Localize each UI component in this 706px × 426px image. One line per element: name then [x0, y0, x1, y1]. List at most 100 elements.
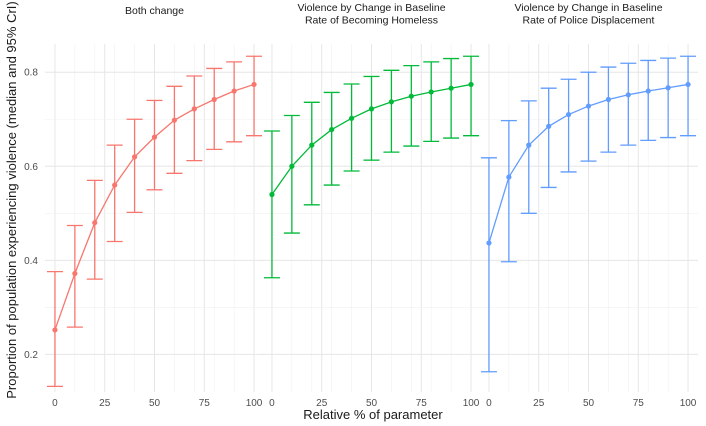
error-bar: [660, 57, 677, 139]
error-bar: [166, 85, 183, 174]
median-point: [546, 123, 552, 129]
error-bar: [283, 114, 300, 234]
error-bar: [520, 100, 537, 214]
error-bar: [186, 75, 203, 162]
median-point: [211, 96, 217, 103]
x-tick-label: 75: [633, 398, 645, 409]
error-bar: [580, 71, 597, 162]
x-tick-label: 75: [416, 398, 428, 409]
error-bar: [206, 67, 223, 150]
median-point: [92, 220, 98, 226]
x-tick-label: 50: [366, 398, 378, 409]
panel-1: Both change 0 25 50 75 100: [45, 5, 264, 409]
median-point: [428, 89, 434, 95]
error-bar: [226, 61, 243, 143]
median-point: [506, 174, 512, 180]
median-point: [605, 96, 612, 103]
panel-grid: [45, 44, 264, 392]
error-bar: [263, 130, 280, 279]
error-bar: [303, 101, 320, 206]
median-point: [625, 92, 631, 98]
x-tick-label: 75: [199, 398, 211, 409]
x-tick-label: 50: [583, 398, 595, 409]
median-point: [309, 142, 315, 148]
error-bar: [680, 55, 697, 137]
error-bar: [246, 55, 263, 137]
y-tick-label: 0.4: [24, 256, 38, 267]
error-bar: [383, 69, 400, 153]
error-bar: [480, 157, 497, 373]
median-point: [388, 99, 395, 105]
error-bar: [423, 61, 440, 142]
error-bar: [403, 64, 420, 147]
x-tick-label: 25: [99, 398, 111, 409]
median-point: [448, 85, 454, 91]
median-point: [112, 182, 118, 188]
median-point: [72, 270, 78, 277]
x-tick-label: 100: [246, 398, 263, 409]
panel-2: Violence by Change in Baseline Rate of Be…: [262, 2, 481, 409]
error-bar: [600, 66, 617, 153]
x-tick-label: 50: [149, 398, 161, 409]
median-point: [231, 88, 237, 94]
y-axis-title: Proportion of population experiencing vi…: [4, 1, 19, 398]
median-point: [171, 117, 178, 123]
error-bar: [106, 144, 123, 243]
median-point: [289, 163, 295, 169]
error-bar: [363, 75, 380, 161]
median-point: [665, 85, 671, 91]
median-point: [645, 88, 651, 94]
median-point: [486, 240, 492, 246]
panel-title: Violence by Change in Baseline Rate of Be…: [297, 2, 445, 27]
median-point: [565, 111, 572, 118]
median-point: [408, 93, 414, 99]
error-bar: [323, 91, 340, 186]
error-bar: [66, 224, 83, 328]
median-point: [251, 81, 257, 88]
error-bar: [640, 59, 657, 142]
panel-title-line: Violence by Change in Baseline: [297, 2, 445, 14]
panel-title-line: Rate of Police Displacement: [523, 15, 655, 27]
median-point: [526, 142, 532, 148]
error-bar: [343, 83, 360, 172]
median-point: [585, 103, 592, 109]
median-point: [348, 115, 355, 121]
y-tick-label: 0.6: [24, 162, 38, 173]
error-bar: [146, 99, 163, 191]
error-bar: [463, 55, 480, 137]
error-bar: [126, 118, 143, 214]
x-tick-label: 0: [269, 398, 275, 409]
median-point: [468, 81, 474, 88]
error-bar: [560, 78, 577, 173]
median-point: [368, 106, 375, 112]
panel-title: Violence by Change in Baseline Rate of Po…: [514, 2, 662, 27]
x-tick-label: 25: [316, 398, 328, 409]
panels: 0.2 0.4 0.6 0.8 Both change 0 25 50 75 100 Violenc…: [24, 2, 698, 409]
panel-title-line: Violence by Change in Baseline: [514, 2, 662, 14]
x-tick-label: 0: [486, 398, 492, 409]
error-bar: [443, 57, 460, 139]
x-tick-label: 100: [680, 398, 697, 409]
panel-title: Both change: [125, 5, 184, 17]
median-point: [131, 154, 138, 160]
error-bar: [540, 87, 557, 189]
panel-title-line: Rate of Becoming Homeless: [305, 15, 438, 27]
x-tick-label: 25: [533, 398, 545, 409]
median-point: [191, 106, 197, 112]
median-point: [269, 191, 275, 198]
x-tick-label: 100: [463, 398, 480, 409]
median-point: [52, 327, 58, 333]
median-point: [329, 126, 335, 133]
y-tick-label: 0.2: [24, 350, 38, 361]
error-bar: [500, 120, 517, 263]
error-bar: [620, 62, 637, 146]
x-axis-title: Relative % of parameter: [303, 407, 443, 422]
x-tick-label: 0: [52, 398, 58, 409]
error-bar: [86, 179, 103, 280]
median-point: [685, 81, 691, 88]
y-tick-label: 0.8: [24, 68, 38, 79]
median-point: [151, 134, 158, 140]
panel-title-line: Both change: [125, 5, 184, 17]
panel-3: Violence by Change in Baseline Rate of Po…: [479, 2, 698, 409]
